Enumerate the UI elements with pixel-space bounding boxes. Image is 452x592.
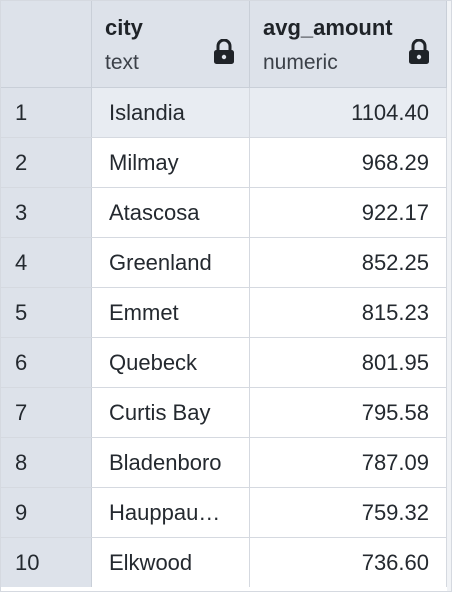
row-number[interactable]: 6 <box>1 338 92 387</box>
vertical-scrollbar[interactable] <box>447 1 451 591</box>
cell-avg-amount[interactable]: 1104.40 <box>250 88 447 137</box>
cell-city[interactable]: Atascosa <box>92 188 250 237</box>
table-row[interactable]: 10 Elkwood 736.60 <box>1 538 447 588</box>
column-type: text <box>105 51 139 74</box>
row-number[interactable]: 10 <box>1 538 92 587</box>
cell-city[interactable]: Islandia <box>92 88 250 137</box>
table-row[interactable]: 3 Atascosa 922.17 <box>1 188 447 238</box>
cell-avg-amount[interactable]: 815.23 <box>250 288 447 337</box>
row-number[interactable]: 9 <box>1 488 92 537</box>
cell-city[interactable]: Hauppau… <box>92 488 250 537</box>
grid-header: city text avg_amount numeric <box>1 1 451 88</box>
cell-city[interactable]: Curtis Bay <box>92 388 250 437</box>
cell-avg-amount[interactable]: 736.60 <box>250 538 447 587</box>
cell-avg-amount[interactable]: 852.25 <box>250 238 447 287</box>
cell-avg-amount[interactable]: 787.09 <box>250 438 447 487</box>
cell-city[interactable]: Quebeck <box>92 338 250 387</box>
table-row[interactable]: 8 Bladenboro 787.09 <box>1 438 447 488</box>
column-name: city <box>105 15 143 40</box>
column-header-avg-amount[interactable]: avg_amount numeric <box>250 1 447 87</box>
cell-avg-amount[interactable]: 968.29 <box>250 138 447 187</box>
row-number[interactable]: 2 <box>1 138 92 187</box>
column-type: numeric <box>263 51 338 74</box>
row-number[interactable]: 8 <box>1 438 92 487</box>
cell-city[interactable]: Greenland <box>92 238 250 287</box>
cell-city[interactable]: Emmet <box>92 288 250 337</box>
row-number[interactable]: 1 <box>1 88 92 137</box>
cell-avg-amount[interactable]: 759.32 <box>250 488 447 537</box>
table-row[interactable]: 4 Greenland 852.25 <box>1 238 447 288</box>
lock-icon <box>214 39 234 64</box>
table-row[interactable]: 9 Hauppau… 759.32 <box>1 488 447 538</box>
cell-city[interactable]: Milmay <box>92 138 250 187</box>
column-header-city[interactable]: city text <box>92 1 250 87</box>
cell-city[interactable]: Elkwood <box>92 538 250 587</box>
row-number-header[interactable] <box>1 1 92 87</box>
table-row[interactable]: 6 Quebeck 801.95 <box>1 338 447 388</box>
table-row[interactable]: 5 Emmet 815.23 <box>1 288 447 338</box>
table-row[interactable]: 2 Milmay 968.29 <box>1 138 447 188</box>
cell-avg-amount[interactable]: 795.58 <box>250 388 447 437</box>
cell-city[interactable]: Bladenboro <box>92 438 250 487</box>
cell-avg-amount[interactable]: 922.17 <box>250 188 447 237</box>
table-row[interactable]: 1 Islandia 1104.40 <box>1 88 447 138</box>
row-number[interactable]: 7 <box>1 388 92 437</box>
row-number[interactable]: 3 <box>1 188 92 237</box>
table-row[interactable]: 7 Curtis Bay 795.58 <box>1 388 447 438</box>
lock-icon <box>409 39 429 64</box>
grid-body: 1 Islandia 1104.40 2 Milmay 968.29 3 Ata… <box>1 88 447 588</box>
row-number[interactable]: 5 <box>1 288 92 337</box>
column-name: avg_amount <box>263 15 393 40</box>
cell-avg-amount[interactable]: 801.95 <box>250 338 447 387</box>
row-number[interactable]: 4 <box>1 238 92 287</box>
